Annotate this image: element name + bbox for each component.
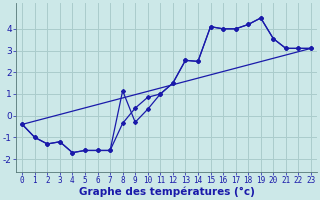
X-axis label: Graphe des températures (°c): Graphe des températures (°c) — [79, 187, 254, 197]
